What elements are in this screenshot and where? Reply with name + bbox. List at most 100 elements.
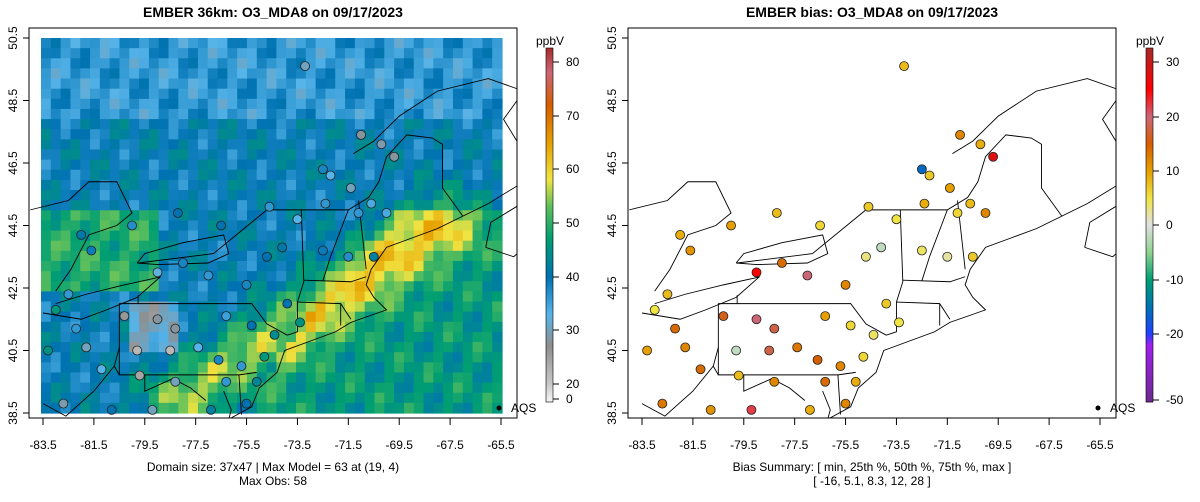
grid-cell: [158, 190, 170, 201]
station-marker: [916, 164, 927, 175]
colorbar-segment: [1146, 380, 1153, 383]
grid-cell: [472, 392, 483, 404]
grid-cell: [207, 250, 219, 262]
grid-cell: [482, 98, 493, 110]
grid-cell: [80, 402, 91, 414]
grid-cell: [139, 342, 150, 353]
station-marker: [343, 251, 354, 262]
colorbar-segment: [1146, 376, 1153, 379]
grid-cell: [364, 139, 376, 151]
grid-cell: [217, 291, 228, 303]
grid-cell: [443, 210, 454, 222]
grid-cell: [266, 38, 278, 49]
grid-cell: [129, 98, 140, 110]
colorbar-segment: [546, 202, 553, 205]
grid-cell: [452, 240, 464, 252]
colorbar-segment: [1146, 384, 1153, 387]
colorbar-tick-label: 50: [566, 216, 580, 230]
grid-cell: [364, 48, 376, 59]
grid-cell: [325, 200, 336, 211]
grid-cell: [246, 311, 258, 323]
colorbar-segment: [546, 68, 553, 71]
grid-cell: [139, 331, 150, 343]
grid-cell: [482, 382, 493, 394]
colorbar-segment: [1146, 366, 1153, 369]
grid-cell: [109, 159, 121, 171]
grid-cell: [41, 159, 52, 171]
grid-cell: [296, 362, 307, 374]
grid-cell: [197, 200, 209, 211]
grid-cell: [207, 38, 219, 49]
state-border: [42, 365, 115, 417]
grid-cell: [443, 139, 454, 151]
grid-cell: [403, 321, 415, 333]
grid-cell: [443, 372, 454, 384]
grid-cell: [119, 392, 130, 404]
grid-cell: [384, 301, 395, 313]
grid-cell: [99, 402, 111, 414]
grid-cell: [207, 190, 219, 201]
grid-cell: [276, 352, 287, 363]
grid-cell: [129, 291, 140, 303]
grid-cell: [50, 179, 62, 191]
grid-cell: [60, 200, 72, 211]
grid-cell: [325, 321, 336, 333]
grid-cell: [197, 129, 209, 140]
colorbar-segment: [1146, 180, 1153, 183]
colorbar-segment: [546, 70, 553, 73]
coastline: [829, 78, 1116, 418]
grid-cell: [246, 179, 258, 191]
grid-cell: [197, 342, 209, 353]
grid-cell: [384, 48, 395, 59]
grid-cell: [452, 230, 464, 242]
grid-cell: [217, 301, 228, 313]
grid-cell: [286, 169, 297, 181]
colorbar-segment: [1146, 396, 1153, 399]
grid-cell: [286, 88, 297, 100]
colorbar-segment: [546, 190, 553, 193]
grid-cell: [158, 240, 170, 252]
grid-cell: [41, 271, 52, 282]
colorbar-segment: [1146, 256, 1153, 259]
colorbar-segment: [1146, 86, 1153, 89]
grid-cell: [99, 149, 111, 161]
station-marker: [269, 329, 280, 340]
grid-cell: [237, 260, 248, 272]
colorbar-segment: [1146, 150, 1153, 153]
station-marker: [649, 304, 660, 315]
grid-cell: [403, 342, 415, 353]
grid-cell: [119, 149, 130, 161]
grid-cell: [482, 301, 493, 313]
grid-cell: [256, 220, 268, 232]
grid-cell: [188, 210, 199, 222]
grid-cell: [462, 200, 474, 211]
colorbar-segment: [546, 280, 553, 283]
colorbar-segment: [546, 356, 553, 359]
grid-cell: [237, 352, 248, 363]
grid-cell: [492, 149, 503, 161]
colorbar-segment: [1146, 100, 1153, 103]
colorbar-segment: [546, 350, 553, 353]
station-marker: [43, 345, 53, 356]
grid-cell: [492, 169, 503, 181]
grid-cell: [305, 108, 317, 120]
grid-cell: [384, 179, 395, 191]
colorbar-segment: [546, 50, 553, 53]
grid-cell: [276, 260, 287, 272]
grid-cell: [482, 179, 493, 191]
grid-cell: [237, 78, 248, 90]
grid-cell: [188, 392, 199, 404]
colorbar-segment: [1146, 264, 1153, 267]
grid-cell: [99, 108, 111, 120]
grid-cell: [276, 220, 287, 232]
grid-cell: [256, 362, 268, 374]
grid-cell: [452, 210, 464, 222]
grid-cell: [315, 98, 327, 110]
grid-cell: [492, 210, 503, 222]
grid-cell: [188, 159, 199, 171]
grid-cell: [286, 179, 297, 191]
grid-cell: [109, 331, 121, 343]
grid-cell: [364, 38, 376, 49]
colorbar-segment: [546, 246, 553, 249]
footer-line-2: Max Obs: 58: [239, 474, 307, 488]
